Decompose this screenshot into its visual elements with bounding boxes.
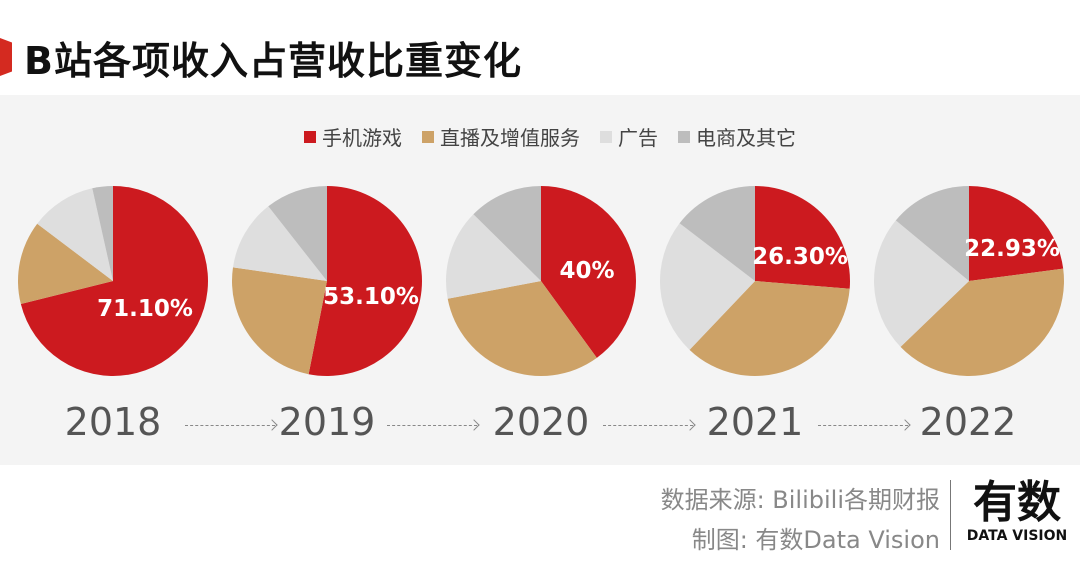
year-label-2018: 2018 (64, 400, 162, 444)
year-label-2022: 2022 (919, 400, 1017, 444)
source-note: 数据来源: Bilibili各期财报 (660, 486, 940, 514)
legend-swatch (422, 130, 434, 143)
pie-slice-2020-ads (446, 214, 541, 299)
pie-slice-2022-ads (874, 220, 969, 347)
logo-subtext: DATA VISION (966, 528, 1068, 544)
pie-slice-2019-live-vas (232, 267, 327, 375)
pie-slice-2018-games (20, 186, 209, 376)
data-label-2020: 40% (559, 258, 614, 284)
legend: 手机游戏 直播及增值服务 广告 电商及其它 (0, 122, 1080, 151)
data-label-2021: 26.30% (752, 244, 848, 270)
page-title: B站各项收入占营收比重变化 (24, 39, 522, 83)
legend-swatch (304, 130, 316, 143)
pie-slice-2019-ecommerce-other (268, 186, 327, 281)
pie-slice-2020-live-vas (447, 281, 597, 377)
pie-slice-2018-live-vas (17, 223, 113, 305)
pie-slice-2020-ecommerce-other (473, 186, 541, 281)
pie-slice-2022-ecommerce-other (895, 186, 969, 281)
arrow-icon (603, 425, 693, 426)
data-label-2022: 22.93% (964, 236, 1060, 262)
legend-label: 直播及增值服务 (440, 126, 580, 150)
pie-slice-2019-ads (232, 206, 327, 281)
legend-label: 手机游戏 (322, 126, 402, 150)
pie-slice-2021-live-vas (689, 281, 850, 377)
divider (950, 480, 951, 550)
legend-item-live-vas: 直播及增值服务 (422, 122, 580, 151)
legend-label: 广告 (618, 126, 658, 150)
legend-item-games: 手机游戏 (304, 122, 402, 151)
pie-slice-2021-ecommerce-other (679, 186, 755, 281)
data-label-2019: 53.10% (323, 284, 419, 310)
legend-label: 电商及其它 (696, 126, 796, 150)
pie-slice-2021-ads (660, 223, 755, 350)
logo: 有数 DATA VISION (962, 477, 1072, 545)
year-label-2019: 2019 (278, 400, 376, 444)
arrow-icon (185, 425, 275, 426)
year-label-2021: 2021 (706, 400, 804, 444)
data-label-2018: 71.10% (97, 296, 193, 322)
legend-item-ads: 广告 (600, 122, 658, 151)
pie-slice-2018-ecommerce-other (92, 186, 113, 281)
pie-slice-2021-games (755, 186, 850, 289)
pie-slice-2018-ads (37, 188, 113, 281)
pie-slice-2022-live-vas (900, 268, 1064, 376)
credit-note: 制图: 有数Data Vision (691, 526, 940, 554)
logo-text: 有数 (973, 477, 1061, 528)
arrow-icon (818, 425, 908, 426)
pie-slice-2020-games (541, 186, 637, 358)
footer-text: 数据来源: Bilibili各期财报 制图: 有数Data Vision (661, 480, 940, 560)
pie-slice-2019-games (308, 186, 422, 376)
year-label-2020: 2020 (492, 400, 590, 444)
arrow-icon (387, 425, 477, 426)
pie-slice-2022-games (969, 186, 1064, 281)
title-accent-bar (0, 38, 12, 76)
legend-swatch (600, 130, 612, 143)
legend-swatch (678, 130, 690, 143)
legend-item-ecommerce-other: 电商及其它 (678, 122, 796, 151)
